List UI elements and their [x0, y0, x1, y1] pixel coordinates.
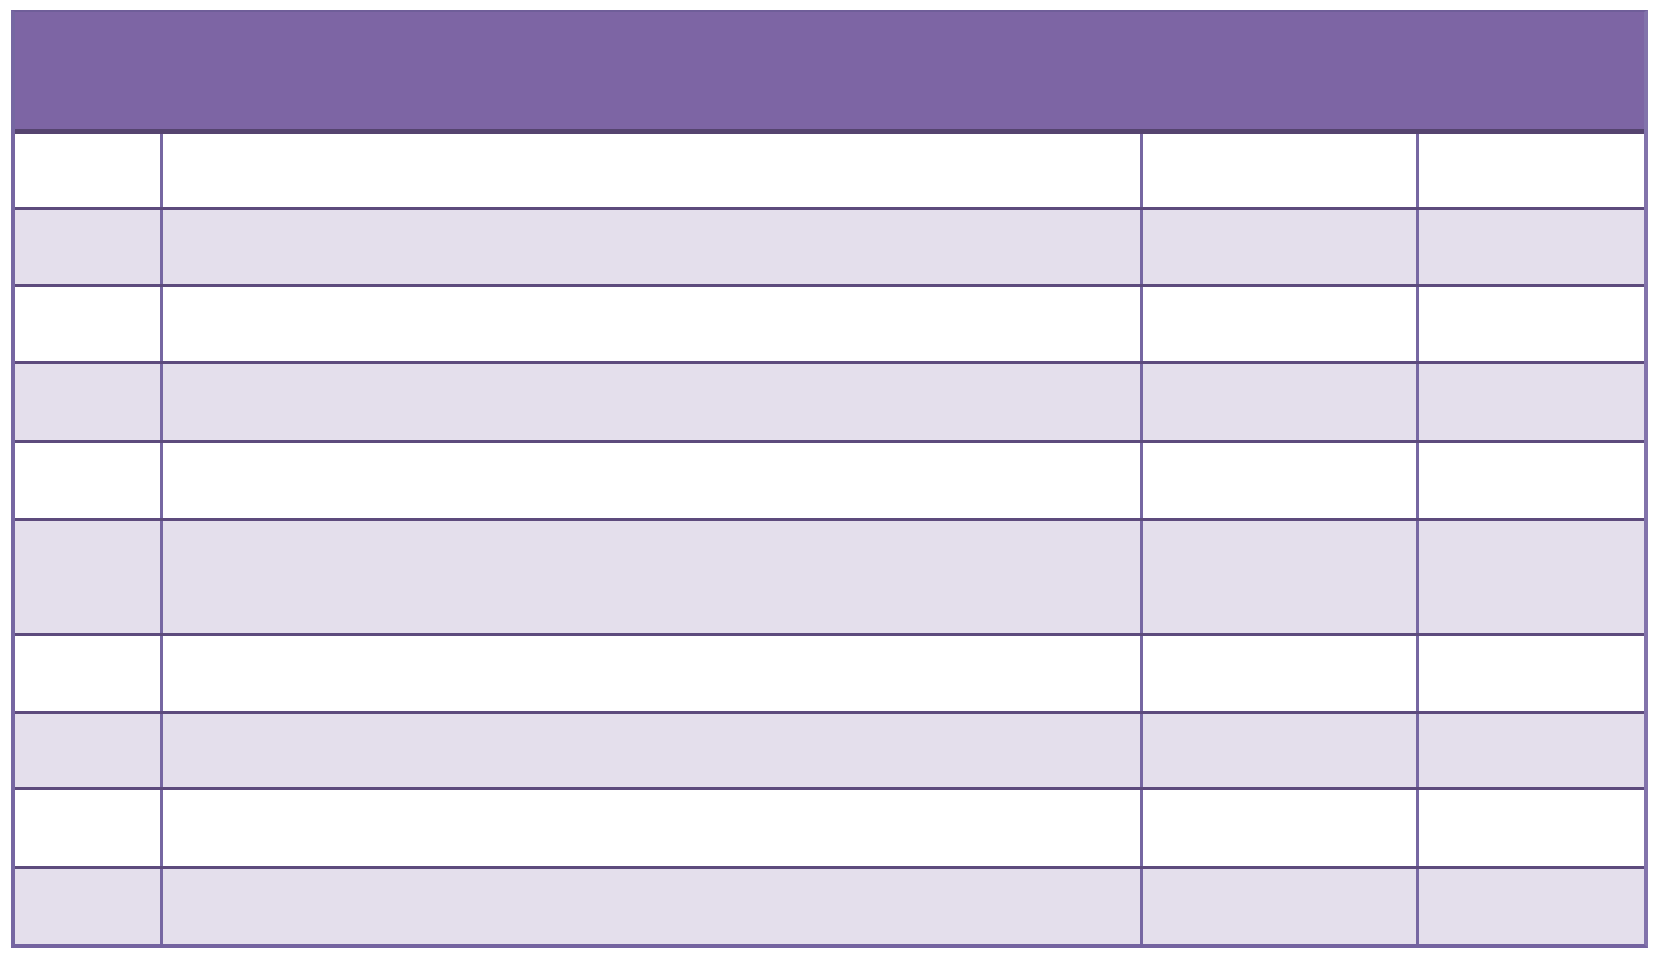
table-cell[interactable]	[1143, 134, 1419, 207]
table-cell[interactable]	[1419, 790, 1644, 866]
table-cell[interactable]	[163, 364, 1143, 440]
table-cell[interactable]	[163, 134, 1143, 207]
table-row	[15, 636, 1644, 714]
table-body	[15, 134, 1644, 944]
table-cell[interactable]	[1143, 443, 1419, 518]
table-row	[15, 790, 1644, 869]
table-cell[interactable]	[163, 521, 1143, 633]
table	[11, 10, 1648, 948]
table-cell[interactable]	[1143, 364, 1419, 440]
table-cell[interactable]	[1143, 210, 1419, 284]
table-cell[interactable]	[15, 443, 163, 518]
table-cell[interactable]	[1419, 364, 1644, 440]
table-cell[interactable]	[1419, 210, 1644, 284]
table-cell[interactable]	[1419, 714, 1644, 787]
table-cell[interactable]	[1143, 714, 1419, 787]
table-cell[interactable]	[163, 790, 1143, 866]
table-row	[15, 443, 1644, 521]
table-cell[interactable]	[15, 364, 163, 440]
table-cell[interactable]	[163, 714, 1143, 787]
table-cell[interactable]	[163, 869, 1143, 944]
table-row	[15, 521, 1644, 636]
table-cell[interactable]	[163, 210, 1143, 284]
table-cell[interactable]	[1143, 287, 1419, 361]
table-cell[interactable]	[1143, 790, 1419, 866]
table-row	[15, 134, 1644, 210]
table-cell[interactable]	[1143, 869, 1419, 944]
table-cell[interactable]	[1419, 636, 1644, 711]
table-cell[interactable]	[15, 287, 163, 361]
table-cell[interactable]	[15, 636, 163, 711]
table-row	[15, 714, 1644, 790]
table-cell[interactable]	[1419, 287, 1644, 361]
table-cell[interactable]	[163, 287, 1143, 361]
table-row	[15, 287, 1644, 364]
table-cell[interactable]	[1419, 869, 1644, 944]
table-cell[interactable]	[1419, 443, 1644, 518]
table-header-band[interactable]	[15, 12, 1644, 134]
table-row	[15, 364, 1644, 443]
table-cell[interactable]	[1143, 521, 1419, 633]
table-cell[interactable]	[15, 790, 163, 866]
table-cell[interactable]	[15, 869, 163, 944]
table-cell[interactable]	[1419, 521, 1644, 633]
table-cell[interactable]	[163, 636, 1143, 711]
table-cell[interactable]	[1143, 636, 1419, 711]
table-cell[interactable]	[163, 443, 1143, 518]
table-cell[interactable]	[1419, 134, 1644, 207]
table-cell[interactable]	[15, 210, 163, 284]
table-cell[interactable]	[15, 521, 163, 633]
table-row	[15, 210, 1644, 287]
table-cell[interactable]	[15, 714, 163, 787]
table-row	[15, 869, 1644, 944]
table-cell[interactable]	[15, 134, 163, 207]
